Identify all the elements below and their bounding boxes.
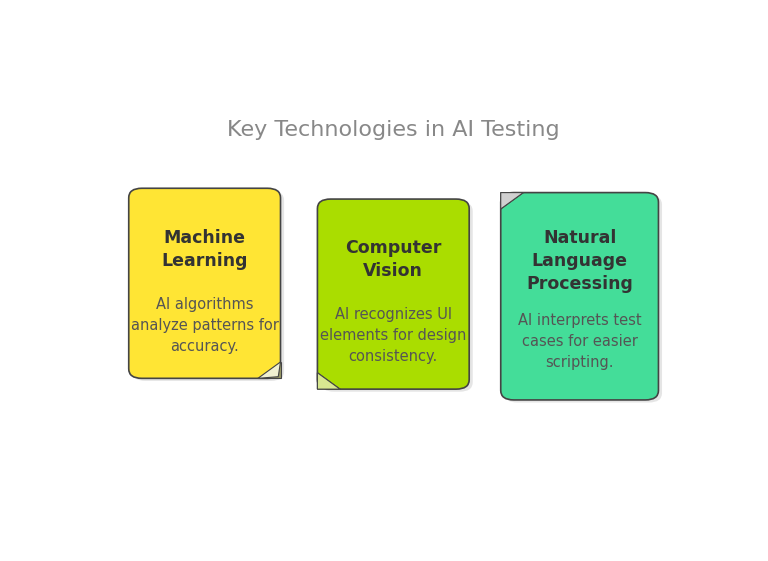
Text: Machine
Learning: Machine Learning (161, 229, 248, 269)
Polygon shape (258, 362, 280, 378)
Polygon shape (501, 192, 523, 209)
FancyBboxPatch shape (129, 188, 280, 378)
Text: Natural
Language
Processing: Natural Language Processing (526, 229, 633, 293)
Polygon shape (317, 373, 340, 389)
FancyBboxPatch shape (321, 201, 473, 392)
Polygon shape (258, 362, 280, 378)
Text: AI recognizes UI
elements for design
consistency.: AI recognizes UI elements for design con… (320, 307, 466, 365)
Polygon shape (501, 192, 523, 209)
FancyBboxPatch shape (501, 192, 658, 400)
FancyBboxPatch shape (505, 195, 662, 403)
FancyBboxPatch shape (132, 191, 284, 381)
Text: AI algorithms
analyze patterns for
accuracy.: AI algorithms analyze patterns for accur… (131, 297, 279, 353)
Text: Computer
Vision: Computer Vision (345, 240, 442, 280)
FancyBboxPatch shape (317, 199, 469, 389)
Text: AI interprets test
cases for easier
scripting.: AI interprets test cases for easier scri… (518, 314, 641, 370)
Polygon shape (317, 373, 340, 389)
Text: Key Technologies in AI Testing: Key Technologies in AI Testing (227, 120, 560, 140)
